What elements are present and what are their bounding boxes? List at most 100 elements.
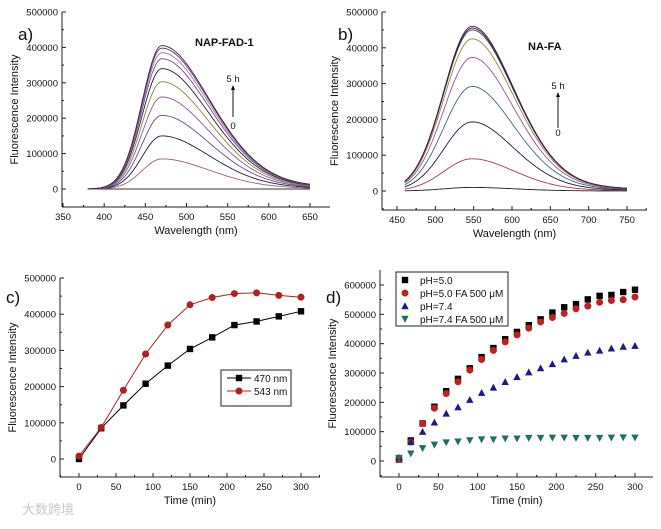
legend-box xyxy=(220,369,292,407)
data-point xyxy=(549,309,556,316)
spectrum-line xyxy=(404,121,627,191)
data-point xyxy=(164,362,171,369)
data-point xyxy=(430,418,439,426)
data-point xyxy=(607,344,616,352)
time-annotation-bottom: 0 xyxy=(230,121,235,132)
legend: pH=5.0 pH=5.0 FA 500 μM pH=7.4 pH=7.4 FA 50… xyxy=(395,271,509,327)
data-point xyxy=(596,292,603,300)
data-point xyxy=(525,368,533,376)
x-tick-label: 150 xyxy=(182,482,198,493)
data-point xyxy=(120,402,127,409)
legend-label: pH=5.0 xyxy=(420,276,453,287)
spectrum-line xyxy=(87,158,310,190)
x-tick-label: 300 xyxy=(627,482,643,493)
data-point xyxy=(164,321,172,329)
data-point xyxy=(548,434,557,442)
legend-marker xyxy=(401,302,409,310)
data-point xyxy=(595,434,604,442)
y-tick-label: 300000 xyxy=(344,369,376,380)
data-point xyxy=(419,419,427,427)
legend-marker xyxy=(235,374,243,382)
data-point xyxy=(572,434,580,442)
x-tick-label: 500 xyxy=(427,215,443,226)
panel-b: 0 100000 200000 300000 400000 500000 450 500 550… xyxy=(329,8,647,240)
data-point xyxy=(186,301,194,309)
data-point xyxy=(466,366,474,374)
panel-label: d) xyxy=(326,288,341,307)
data-point xyxy=(584,296,591,303)
y-tick-label: 200000 xyxy=(26,114,58,125)
spectrum-line xyxy=(87,135,310,190)
panel-c: 0 100000 200000 300000 400000 500000 0 50 100 150… xyxy=(6,274,320,507)
data-point xyxy=(477,436,486,444)
y-axis-title: Fluorescence Intensity xyxy=(9,54,21,165)
y-tick-label: 300000 xyxy=(24,346,56,357)
spectrum-line xyxy=(87,68,311,190)
data-point xyxy=(208,294,216,302)
x-axis-title: Time (min) xyxy=(490,495,542,507)
legend-label: pH=7.4 FA 500 μM xyxy=(420,315,503,326)
x-tick-label: 650 xyxy=(542,215,558,226)
data-point xyxy=(489,346,497,354)
legend-marker xyxy=(401,289,409,297)
spectrum-line xyxy=(404,27,628,189)
x-tick-label: 750 xyxy=(619,215,635,226)
data-point xyxy=(454,438,462,446)
legend-label: 543 nm xyxy=(254,387,287,398)
legend-label: pH=7.4 xyxy=(420,302,453,313)
x-tick-label: 100 xyxy=(145,482,161,493)
data-point xyxy=(97,424,105,432)
x-tick-label: 50 xyxy=(433,482,444,493)
data-point xyxy=(596,298,604,306)
legend-marker xyxy=(401,315,409,323)
data-point xyxy=(595,346,604,354)
data-point xyxy=(430,441,439,449)
x-tick-label: 700 xyxy=(581,215,597,226)
data-point xyxy=(442,390,450,398)
data-point xyxy=(489,436,498,444)
x-tick-label: 300 xyxy=(293,482,309,493)
x-tick-label: 350 xyxy=(55,212,71,223)
x-axis-title: Wavelength (nm) xyxy=(154,225,237,237)
x-tick-label: 550 xyxy=(466,215,482,226)
data-point xyxy=(584,348,592,356)
x-tick-label: 550 xyxy=(220,212,236,223)
x-tick-label: 0 xyxy=(396,482,401,493)
data-point xyxy=(442,439,450,447)
spectrum-line xyxy=(404,186,627,192)
data-point xyxy=(275,313,282,320)
data-point xyxy=(584,434,592,442)
data-point xyxy=(572,351,580,359)
y-tick-label: 200000 xyxy=(24,382,56,393)
x-tick-label: 400 xyxy=(96,212,112,223)
y-tick-label: 400000 xyxy=(344,339,376,350)
y-tick-label: 500000 xyxy=(24,274,56,285)
data-point xyxy=(584,302,592,310)
legend: 470 nm 543 nm xyxy=(220,369,292,407)
data-point xyxy=(525,434,533,442)
data-point xyxy=(418,445,427,453)
compound-label: NA-FA xyxy=(528,41,562,53)
y-tick-label: 0 xyxy=(51,455,56,466)
data-point xyxy=(454,378,462,386)
y-tick-label: 0 xyxy=(373,187,378,198)
time-annotation-bottom: 0 xyxy=(555,128,560,139)
data-point xyxy=(418,427,427,435)
x-tick-label: 600 xyxy=(261,212,277,223)
spectrum-line xyxy=(87,81,311,190)
spectrum-line xyxy=(87,58,311,190)
y-tick-label: 100000 xyxy=(24,418,56,429)
data-point xyxy=(525,324,533,332)
x-tick-label: 450 xyxy=(389,215,405,226)
legend-box xyxy=(395,271,509,327)
data-point xyxy=(407,450,415,458)
spectrum-line xyxy=(87,114,311,190)
y-tick-label: 200000 xyxy=(346,115,378,126)
panel-label: b) xyxy=(338,25,353,44)
legend-label: 470 nm xyxy=(254,374,287,385)
spectrum-line xyxy=(87,45,311,190)
data-point xyxy=(572,300,580,308)
y-tick-label: 500000 xyxy=(26,8,58,19)
x-tick-label: 100 xyxy=(470,482,486,493)
data-point xyxy=(513,373,521,381)
